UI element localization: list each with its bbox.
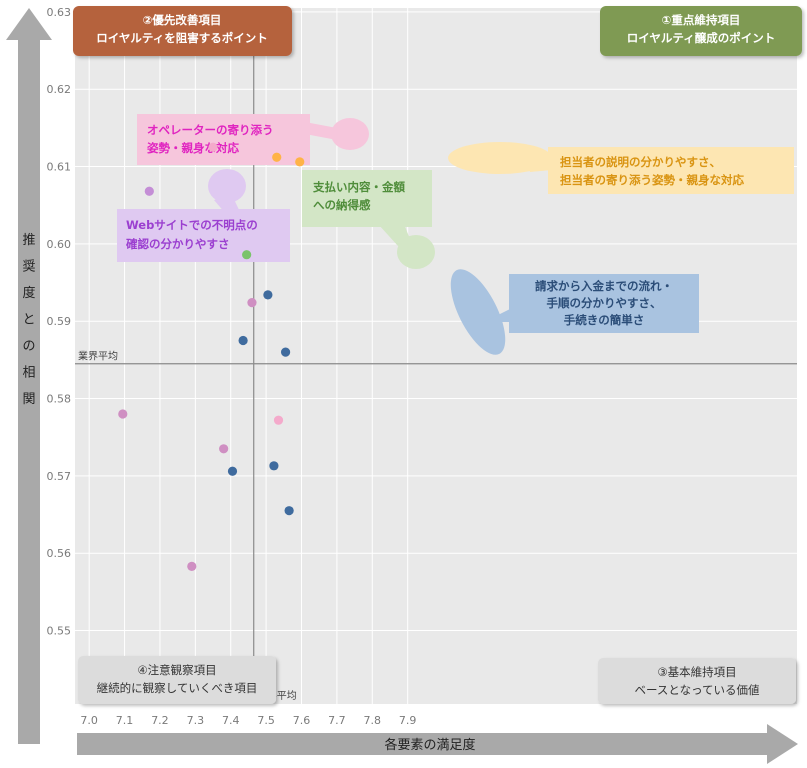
callout-tantou: 担当者の説明の分かりやすさ、 担当者の寄り添う姿勢・親身な対応 [448, 142, 794, 194]
data-point [284, 506, 294, 516]
x-axis-arrow [77, 724, 798, 764]
data-point [247, 298, 257, 308]
callout-flow-line1: 請求から入金までの流れ・ [535, 279, 673, 293]
y-tick-label: 0.62 [47, 83, 72, 96]
y-tick-labels: 0.55 0.56 0.57 0.58 0.59 0.60 0.61 0.62 0.63 [47, 6, 72, 638]
y-axis-title-char: 関 [22, 392, 35, 407]
y-tick-label: 0.63 [47, 6, 72, 19]
x-tick-label: 7.2 [151, 714, 169, 727]
data-point [227, 466, 238, 476]
callout-web-line2: 確認の分かりやすさ [126, 237, 230, 251]
callout-web: Webサイトでの不明点の 確認の分かりやすさ [117, 169, 290, 262]
y-tick-label: 0.55 [47, 625, 72, 638]
x-axis-title: 各要素の満足度 [384, 737, 475, 753]
x-tick-label: 7.1 [116, 714, 134, 727]
y-axis-title-char: 推 [22, 233, 35, 248]
callout-flow: 請求から入金までの流れ・ 手順の分かりやすさ、 手続きの簡単さ [450, 269, 699, 355]
callout-flow-line2: 手順の分かりやすさ、 [547, 296, 662, 310]
data-point [187, 561, 197, 571]
y-tick-label: 0.61 [47, 161, 72, 174]
data-point [219, 444, 229, 454]
x-tick-label: 7.5 [257, 714, 275, 727]
y-axis-title-char: 度 [22, 285, 35, 301]
callout-operator-line2: 姿勢・親身な対応 [147, 141, 239, 155]
quadrant-bottom-right-line2: ベースとなっている価値 [634, 683, 760, 697]
callout-payment-line1: 支払い内容・金額 [312, 180, 405, 194]
quadrant-bottom-left: ④注意観察項目 継続的に観察していくべき項目 [78, 656, 276, 704]
data-point [269, 461, 279, 471]
x-tick-labels: 7.0 7.1 7.2 7.3 7.4 7.5 7.6 7.7 7.8 7.9 [80, 714, 416, 727]
x-tick-label: 7.8 [364, 714, 382, 727]
data-point [273, 415, 284, 425]
y-tick-label: 0.59 [47, 315, 72, 328]
x-tick-label: 7.7 [328, 714, 346, 727]
callout-payment-line2: への納得感 [313, 198, 371, 212]
callout-tantou-line1: 担当者の説明の分かりやすさ、 [560, 155, 721, 169]
callout-tantou-line2: 担当者の寄り添う姿勢・親身な対応 [560, 173, 744, 187]
x-tick-label: 7.6 [293, 714, 311, 727]
x-tick-label: 7.3 [187, 714, 205, 727]
x-tick-label: 7.4 [222, 714, 240, 727]
callout-payment: 支払い内容・金額 への納得感 [302, 170, 435, 269]
quadrant-bottom-right: ③基本維持項目 ベースとなっている価値 [598, 658, 796, 704]
data-point [144, 186, 154, 196]
data-point [295, 157, 305, 167]
y-tick-label: 0.57 [47, 470, 72, 483]
callout-operator-line1: オペレーターの寄り添う [147, 123, 274, 137]
quadrant-top-right-line1: ①重点維持項目 [662, 13, 741, 27]
data-point [118, 409, 128, 419]
plot-area [75, 8, 797, 704]
x-tick-label: 7.9 [399, 714, 417, 727]
y-axis-title-char: の [22, 339, 35, 354]
quadrant-bottom-right-line1: ③基本維持項目 [657, 665, 736, 679]
data-point [238, 335, 248, 346]
quadrant-top-left-line1: ②優先改善項目 [143, 13, 222, 27]
quadrant-top-left: ②優先改善項目 ロイヤルティを阻害するポイント [73, 6, 292, 56]
quadrant-top-left-line2: ロイヤルティを阻害するポイント [96, 31, 267, 45]
y-axis-title-char: と [22, 313, 35, 328]
callout-flow-line3: 手続きの簡単さ [564, 313, 645, 327]
average-label-horizontal: 業界平均 [78, 350, 118, 363]
y-tick-label: 0.56 [47, 547, 72, 560]
quadrant-bottom-left-line2: 継続的に観察していくべき項目 [97, 681, 258, 695]
data-point [208, 142, 218, 152]
y-axis-title: 推奨度との相関 [22, 233, 35, 407]
data-point [263, 290, 273, 300]
y-axis-title-char: 奨 [22, 260, 35, 275]
data-point [242, 250, 252, 260]
y-axis-arrow [6, 8, 52, 744]
data-point [280, 347, 291, 357]
y-tick-label: 0.58 [47, 393, 72, 406]
quadrant-top-right: ①重点維持項目 ロイヤルティ醸成のポイント [600, 6, 802, 56]
data-point [272, 152, 282, 162]
y-tick-label: 0.60 [47, 238, 72, 251]
quadrant-bottom-left-line1: ④注意観察項目 [137, 663, 216, 677]
quadrant-top-right-line2: ロイヤルティ醸成のポイント [627, 31, 775, 45]
y-axis-title-char: 相 [22, 366, 35, 381]
x-tick-label: 7.0 [80, 714, 98, 727]
callout-web-line1: Webサイトでの不明点の [126, 218, 258, 232]
